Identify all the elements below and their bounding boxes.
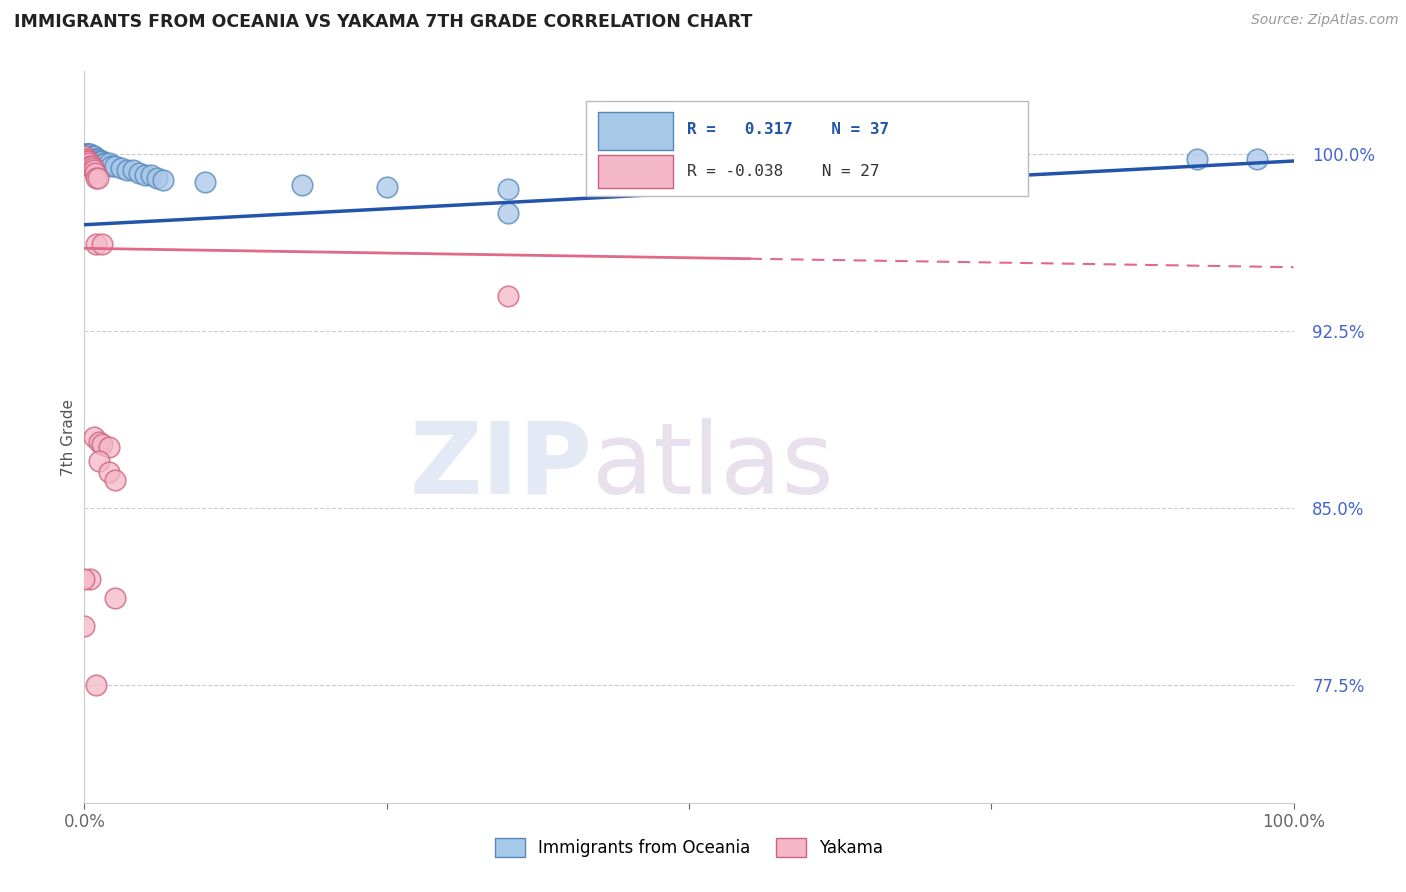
Point [76,154,98,169]
Point [97,156,120,170]
Point [678,170,700,185]
Point [115,163,138,178]
Point [83,149,105,163]
Point [77,154,100,169]
Point [77,147,100,161]
Point [87,154,110,169]
Point [89,154,111,169]
Point [86,236,108,251]
Point [134,168,156,182]
Point [77,156,100,170]
Point [86,678,108,692]
Point [859,161,882,175]
Point [86,170,108,185]
Point [75,152,97,166]
Point [73,572,96,586]
Point [139,168,162,182]
Point [91,437,114,451]
Point [146,170,169,185]
Point [104,159,127,173]
Point [94,156,117,170]
Point [75,147,97,161]
Point [121,163,143,178]
Point [1246,152,1268,166]
Text: R =   0.317    N = 37: R = 0.317 N = 37 [686,122,889,137]
Text: ZIP: ZIP [409,417,592,515]
Point [496,182,519,196]
Point [77,147,100,161]
Point [91,154,114,169]
Point [496,206,519,220]
Point [84,152,107,166]
Point [82,149,104,163]
Point [79,147,101,161]
Point [87,453,110,467]
Text: atlas: atlas [592,417,834,515]
Point [79,572,101,586]
Point [91,236,114,251]
Legend: Immigrants from Oceania, Yakama: Immigrants from Oceania, Yakama [488,831,890,864]
Point [86,152,108,166]
Point [1185,152,1208,166]
Point [83,163,105,178]
FancyBboxPatch shape [586,101,1028,195]
Point [110,161,132,175]
Point [79,159,101,173]
Text: R = -0.038    N = 27: R = -0.038 N = 27 [686,164,879,179]
Point [93,156,115,170]
Point [73,149,96,163]
Point [97,466,120,480]
Point [375,180,398,194]
FancyBboxPatch shape [599,112,673,150]
Point [86,152,108,166]
Point [97,440,120,454]
FancyBboxPatch shape [599,155,673,188]
Point [86,170,108,185]
Point [80,159,103,173]
Point [80,149,103,163]
Point [100,159,122,173]
Point [87,434,110,449]
Point [291,178,314,192]
Point [128,166,150,180]
Point [104,591,127,605]
Point [194,175,217,189]
Text: IMMIGRANTS FROM OCEANIA VS YAKAMA 7TH GRADE CORRELATION CHART: IMMIGRANTS FROM OCEANIA VS YAKAMA 7TH GR… [14,13,752,31]
Point [82,161,104,175]
Text: Source: ZipAtlas.com: Source: ZipAtlas.com [1251,13,1399,28]
Point [83,430,105,444]
Point [76,147,98,161]
Point [84,166,107,180]
Point [104,473,127,487]
Point [152,173,174,187]
Point [73,619,96,633]
Y-axis label: 7th Grade: 7th Grade [60,399,76,475]
Point [73,147,96,161]
Point [496,288,519,302]
